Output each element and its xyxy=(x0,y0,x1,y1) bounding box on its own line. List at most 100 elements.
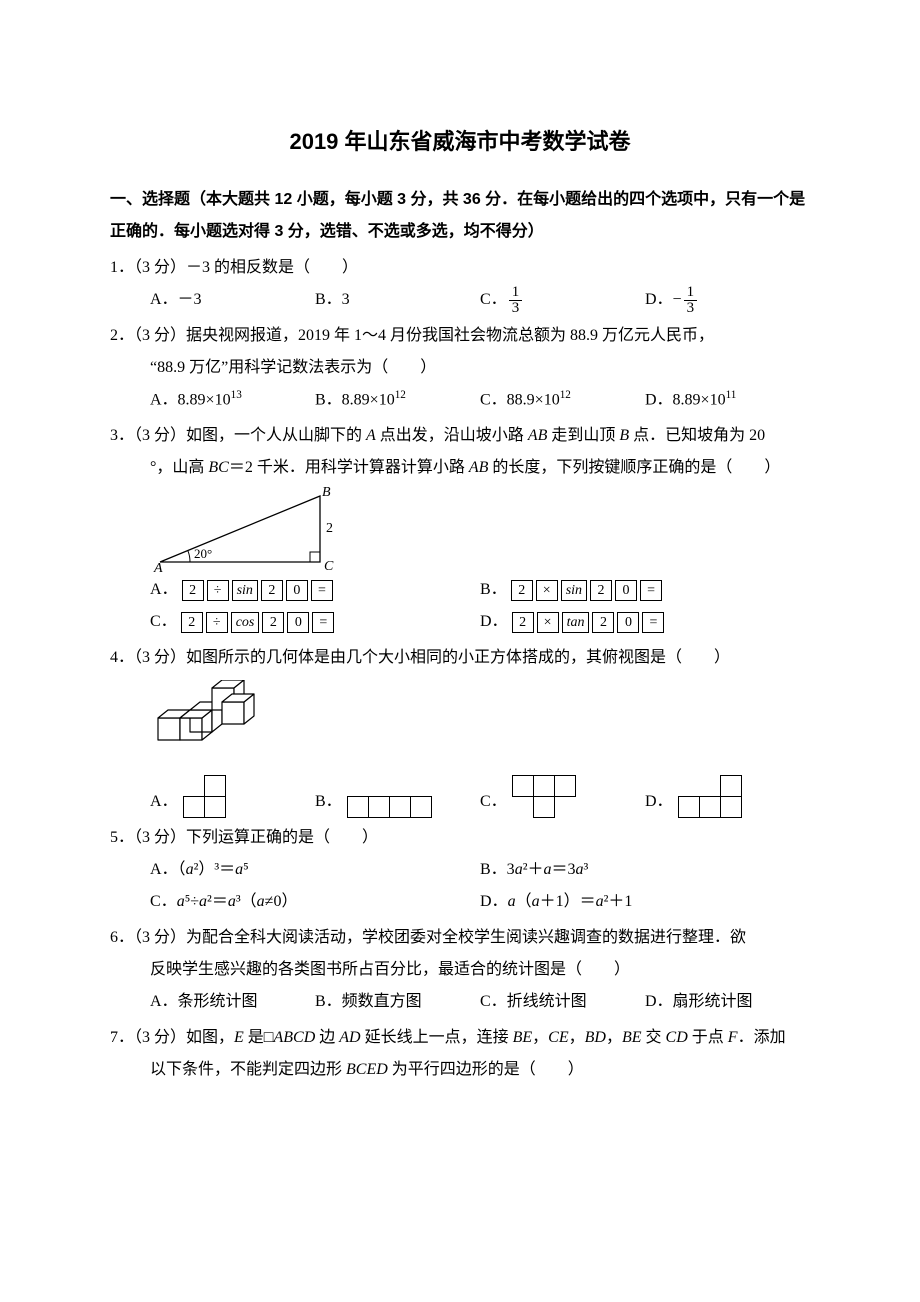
q5-a-1: A．（ xyxy=(150,861,186,878)
key-0d: 0 xyxy=(617,612,639,634)
key-2e: 2 xyxy=(181,612,203,634)
q2-opt-d: D．8.89×1011 xyxy=(645,384,810,416)
q7-CD: CD xyxy=(666,1029,688,1046)
question-6: 6．（3 分）为配合全科大阅读活动，学校团委对全校学生阅读兴趣调查的数据进行整理… xyxy=(110,922,810,1018)
key-2b: 2 xyxy=(261,580,283,602)
q6-options: A．条形统计图 B．频数直方图 C．折线统计图 D．扇形统计图 xyxy=(110,986,810,1018)
q1-d-pre: D．− xyxy=(645,291,682,308)
q7-1g: ．添加 xyxy=(738,1029,786,1046)
q5-c-5: ≠0） xyxy=(265,893,298,910)
q1-stem: 1．（3 分）－3 的相反数是（ ） xyxy=(110,252,810,284)
fraction-neg-1-3: 13 xyxy=(684,285,698,316)
key-2: 2 xyxy=(182,580,204,602)
q2-stem-1: 2．（3 分）据央视网报道，2019 年 1～4 月份我国社会物流总额为 88.… xyxy=(110,320,810,352)
key-cos: cos xyxy=(231,612,260,634)
q3-a-label: A． xyxy=(150,581,178,598)
q7-1b: 是□ xyxy=(244,1029,274,1046)
q2-opt-b: B．8.89×1012 xyxy=(315,384,480,416)
q4-opt-c: C． xyxy=(480,776,645,818)
calc-seq-b: 2 × sin 2 0 = xyxy=(511,580,662,602)
grid-b-icon xyxy=(348,797,432,818)
key-2d: 2 xyxy=(590,580,612,602)
q1-opt-b: B．3 xyxy=(315,284,480,316)
q3-figure: A B C 20° 2 xyxy=(110,484,810,574)
q2-b-base: B．8.89×10 xyxy=(315,391,395,408)
q7-BCED: BCED xyxy=(346,1061,388,1078)
q5-c-3: ²＝ xyxy=(207,893,228,910)
q6-opt-d: D．扇形统计图 xyxy=(645,986,810,1018)
page-title: 2019 年山东省威海市中考数学试卷 xyxy=(110,120,810,164)
question-2: 2．（3 分）据央视网报道，2019 年 1～4 月份我国社会物流总额为 88.… xyxy=(110,320,810,416)
q4-opt-d: D． xyxy=(645,776,810,818)
q5-b-a2: a xyxy=(544,861,552,878)
q5-b-2: ²＋ xyxy=(523,861,544,878)
q7-1c: 边 xyxy=(315,1029,339,1046)
question-4: 4．（3 分）如图所示的几何体是由几个大小相同的小正方体搭成的，其俯视图是（ ） xyxy=(110,642,810,818)
fraction-1-3: 13 xyxy=(509,285,523,316)
question-5: 5．（3 分）下列运算正确的是（ ） A．（a²）³＝a⁵ B．3a²＋a＝3a… xyxy=(110,822,810,918)
q7-CE: CE xyxy=(548,1029,568,1046)
q3-s1a: 3．（3 分）如图，一个人从山脚下的 xyxy=(110,427,366,444)
key-eq-c: = xyxy=(312,612,334,634)
q7-stem-2: 以下条件，不能判定四边形 BCED 为平行四边形的是（ ） xyxy=(110,1054,810,1086)
q3-c-label: C． xyxy=(150,613,177,630)
q5-opt-b: B．3a²＋a＝3a³ xyxy=(480,854,810,886)
q2-c-base: C．88.9×10 xyxy=(480,391,560,408)
q5-c-2: ⁵÷ xyxy=(185,893,199,910)
vertex-c: C xyxy=(324,559,334,574)
q5-a-a1: a xyxy=(186,861,194,878)
q1-opt-a: A．－3 xyxy=(150,284,315,316)
q7-c2: ， xyxy=(569,1029,585,1046)
q5-a-2: ²）³＝ xyxy=(194,861,236,878)
q3-opt-a: A． 2 ÷ sin 2 0 = xyxy=(150,574,480,606)
question-3: 3．（3 分）如图，一个人从山脚下的 A 点出发，沿山坡小路 AB 走到山顶 B… xyxy=(110,420,810,638)
q4-opt-a: A． xyxy=(150,776,315,818)
q2-opt-c: C．88.9×1012 xyxy=(480,384,645,416)
q4-figure xyxy=(110,680,810,762)
q4-stem: 4．（3 分）如图所示的几何体是由几个大小相同的小正方体搭成的，其俯视图是（ ） xyxy=(110,642,810,674)
q5-b-3: ＝3 xyxy=(552,861,576,878)
side-2: 2 xyxy=(326,521,333,536)
q5-options-row1: A．（a²）³＝a⁵ B．3a²＋a＝3a³ xyxy=(110,854,810,886)
angle-20: 20° xyxy=(194,546,212,561)
key-2c: 2 xyxy=(511,580,533,602)
key-eq: = xyxy=(311,580,333,602)
q6-opt-b: B．频数直方图 xyxy=(315,986,480,1018)
q4-opt-b: B． xyxy=(315,786,480,818)
q5-c-4: ³（ xyxy=(236,893,257,910)
triangle-icon: A B C 20° 2 xyxy=(150,484,350,574)
q7-1a: 7．（3 分）如图， xyxy=(110,1029,234,1046)
q7-E: E xyxy=(234,1029,244,1046)
key-div: ÷ xyxy=(207,580,229,602)
calc-seq-d: 2 × tan 2 0 = xyxy=(512,612,665,634)
q4-c-label: C． xyxy=(480,786,507,818)
q7-c1: ， xyxy=(532,1029,548,1046)
q7-BD: BD xyxy=(585,1029,606,1046)
q3-opt-b: B． 2 × sin 2 0 = xyxy=(480,574,810,606)
q2-opt-a: A．8.89×1013 xyxy=(150,384,315,416)
q3-d-label: D． xyxy=(480,613,508,630)
q5-opt-d: D．a（a＋1）＝a²＋1 xyxy=(480,886,810,918)
q2-c-sup: 12 xyxy=(560,389,571,401)
q1-opt-d: D．−13 xyxy=(645,284,810,316)
q5-d-a2: a xyxy=(532,893,540,910)
question-1: 1．（3 分）－3 的相反数是（ ） A．－3 B．3 C．13 D．−13 xyxy=(110,252,810,316)
q7-2b: 为平行四边形的是（ ） xyxy=(388,1061,584,1078)
q5-opt-a: A．（a²）³＝a⁵ xyxy=(150,854,480,886)
q5-d-a1: a xyxy=(508,893,516,910)
q3-AB-it: AB xyxy=(528,427,548,444)
q4-b-label: B． xyxy=(315,786,342,818)
q5-d-a3: a xyxy=(596,893,604,910)
q7-1e: 交 xyxy=(642,1029,666,1046)
q7-AD: AD xyxy=(339,1029,360,1046)
q2-options: A．8.89×1013 B．8.89×1012 C．88.9×1012 D．8.… xyxy=(110,384,810,416)
q3-opt-d: D． 2 × tan 2 0 = xyxy=(480,606,810,638)
key-mul: × xyxy=(536,580,558,602)
vertex-a: A xyxy=(153,561,163,574)
key-0: 0 xyxy=(286,580,308,602)
q6-stem-1: 6．（3 分）为配合全科大阅读活动，学校团委对全校学生阅读兴趣调查的数据进行整理… xyxy=(110,922,810,954)
q3-B-it: B xyxy=(619,427,629,444)
q5-b-1: B．3 xyxy=(480,861,515,878)
key-mul-d: × xyxy=(537,612,559,634)
q7-stem-1: 7．（3 分）如图，E 是□ABCD 边 AD 延长线上一点，连接 BE，CE，… xyxy=(110,1022,810,1054)
